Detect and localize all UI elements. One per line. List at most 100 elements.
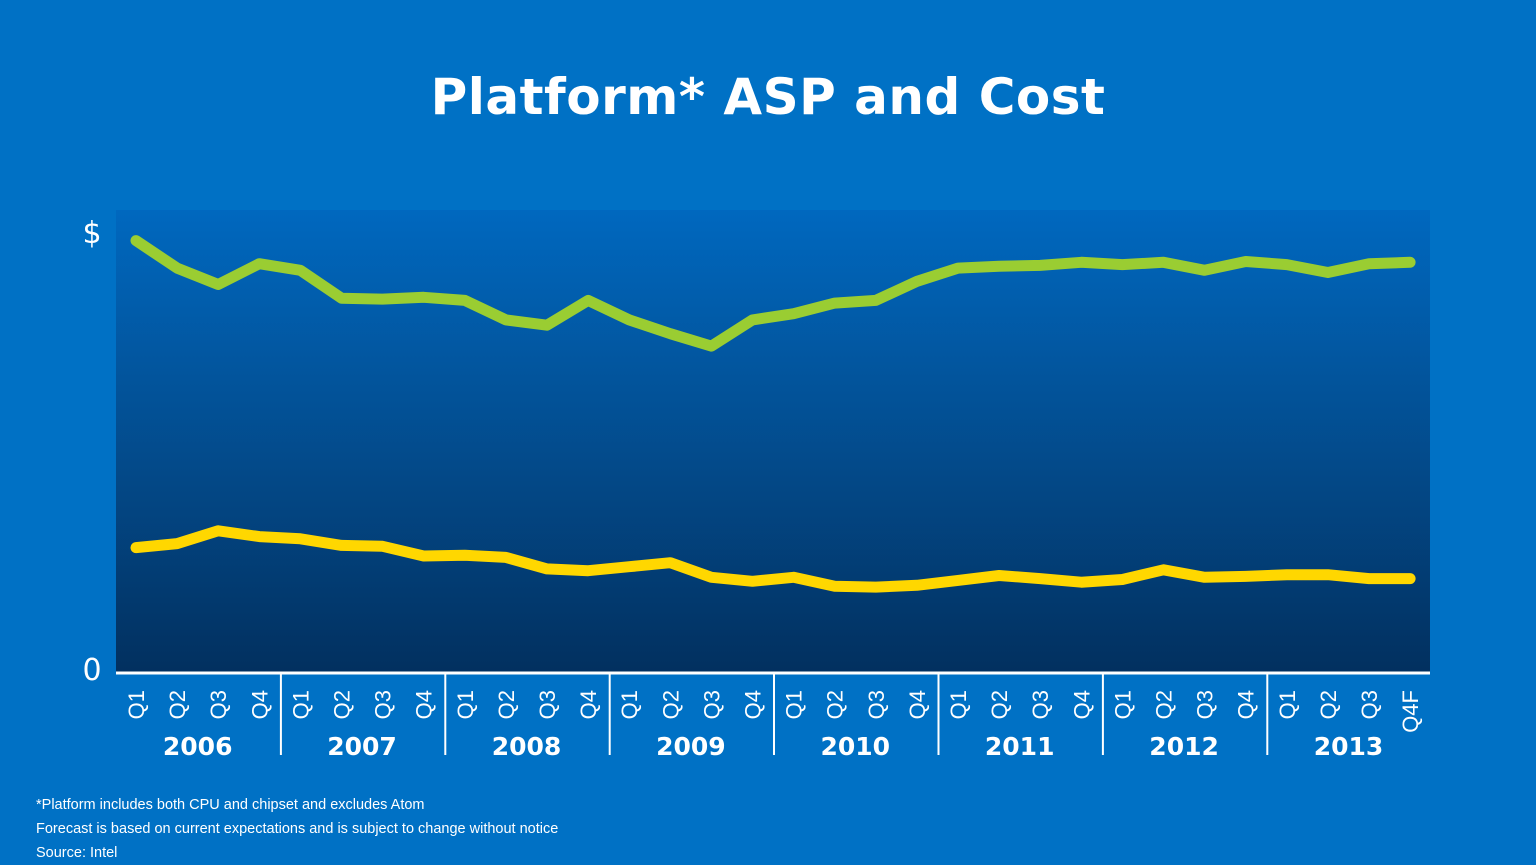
- year-label: 2009: [656, 732, 726, 761]
- x-tick-label: Q1: [1275, 690, 1300, 719]
- x-tick-label: Q2: [330, 690, 355, 719]
- y-tick-label-zero: 0: [82, 653, 101, 688]
- year-label: 2013: [1314, 732, 1384, 761]
- series-2-point: [624, 562, 634, 572]
- series-1-point: [501, 315, 511, 325]
- series-2-point: [419, 551, 429, 561]
- x-tick-label: Q3: [1357, 690, 1382, 719]
- series-1-point: [337, 293, 346, 303]
- series-2-point: [131, 543, 141, 553]
- x-tick-label: Q2: [823, 690, 848, 719]
- x-tick-label: Q4: [905, 690, 930, 719]
- series-2-point: [953, 575, 963, 585]
- series-1-point: [295, 265, 305, 275]
- year-label: 2011: [985, 732, 1055, 761]
- x-tick-label: Q4: [247, 690, 272, 719]
- x-tick-label: Q1: [288, 690, 313, 719]
- x-tick-label: Q1: [453, 690, 478, 719]
- series-2-point: [583, 566, 593, 576]
- series-2-point: [706, 572, 716, 582]
- series-2-point: [1241, 571, 1251, 581]
- series-1-point: [912, 276, 922, 286]
- footnote-forecast: Forecast is based on current expectation…: [36, 821, 559, 837]
- x-tick-label: Q2: [165, 690, 190, 719]
- series-1-point: [953, 263, 963, 273]
- year-label: 2007: [327, 732, 397, 761]
- x-tick-label: Q1: [617, 690, 642, 719]
- y-tick-label-top: $: [82, 216, 101, 251]
- footnotes: *Platform includes both CPU and chipset …: [36, 793, 558, 865]
- series-2-point: [501, 552, 511, 562]
- series-1-point: [254, 259, 264, 269]
- series-1-point: [1323, 268, 1333, 277]
- x-tick-label: Q4: [1069, 690, 1094, 719]
- series-2-point: [1076, 577, 1086, 587]
- series-1-point: [871, 295, 881, 305]
- series-1-point: [748, 315, 757, 325]
- series-2-point: [994, 571, 1004, 580]
- series-1-point: [1117, 260, 1127, 270]
- x-tick-label: Q3: [864, 690, 889, 719]
- series-2-point: [460, 550, 470, 560]
- series-1-point: [131, 236, 141, 246]
- x-tick-label: Q2: [987, 690, 1012, 719]
- series-1-point: [789, 309, 799, 319]
- series-2-point: [1323, 570, 1333, 580]
- series-2-point: [172, 539, 182, 549]
- x-tick-label: Q3: [206, 690, 231, 719]
- series-2-point: [748, 576, 757, 586]
- x-tick-label: Q4: [741, 690, 766, 719]
- series-1-point: [1405, 257, 1415, 267]
- series-2-point: [789, 572, 799, 582]
- series-1-point: [1035, 260, 1045, 270]
- series-2-point: [1035, 574, 1045, 584]
- x-tick-label: Q1: [1110, 690, 1135, 719]
- series-2-point: [542, 564, 552, 574]
- series-1-point: [1159, 257, 1168, 267]
- series-2-point: [295, 534, 305, 544]
- x-tick-label: Q4F: [1398, 690, 1423, 733]
- x-tick-label: Q3: [1028, 690, 1053, 719]
- series-1-point: [994, 261, 1004, 271]
- series-2-point: [1282, 570, 1292, 580]
- x-tick-label: Q1: [124, 690, 149, 719]
- series-2-point: [830, 581, 840, 591]
- series-1-point: [419, 292, 429, 302]
- series-2-point: [1405, 574, 1415, 584]
- series-2-point: [213, 526, 223, 536]
- x-tick-label: Q2: [658, 690, 683, 719]
- x-tick-label: Q3: [535, 690, 560, 719]
- series-1-point: [830, 298, 840, 308]
- x-tick-label: Q3: [699, 690, 724, 719]
- series-1-point: [624, 315, 634, 325]
- series-line-2: [130, 525, 1416, 593]
- x-tick-label: Q2: [1316, 690, 1341, 719]
- series-2-point: [1117, 575, 1127, 584]
- series-1-point: [1241, 257, 1251, 266]
- series-1-point: [460, 295, 470, 305]
- series-2-point: [1200, 572, 1210, 582]
- footnote-source: Source: Intel: [36, 845, 118, 861]
- x-tick-label: Q3: [371, 690, 396, 719]
- x-tick-label: Q4: [1234, 690, 1259, 719]
- series-2-point: [337, 540, 346, 550]
- series-1-point: [706, 341, 716, 351]
- series-2-point: [254, 532, 264, 542]
- year-label: 2012: [1149, 732, 1219, 761]
- x-tick-label: Q2: [1152, 690, 1177, 719]
- series-1-point: [378, 294, 388, 304]
- series-2-point: [378, 541, 388, 551]
- series-2-point: [912, 580, 922, 590]
- series-line-1: [130, 235, 1416, 352]
- chart-title: Platform* ASP and Cost: [430, 68, 1106, 126]
- series-1-point: [172, 263, 182, 273]
- x-tick-label: Q1: [782, 690, 807, 719]
- series-1-point: [1200, 265, 1210, 275]
- series-1-point: [1076, 257, 1086, 267]
- series-1-point: [542, 320, 552, 330]
- series-2-point: [1364, 574, 1374, 584]
- x-tick-label: Q1: [946, 690, 971, 719]
- series-1-point: [665, 329, 675, 339]
- series-2-point: [871, 582, 881, 592]
